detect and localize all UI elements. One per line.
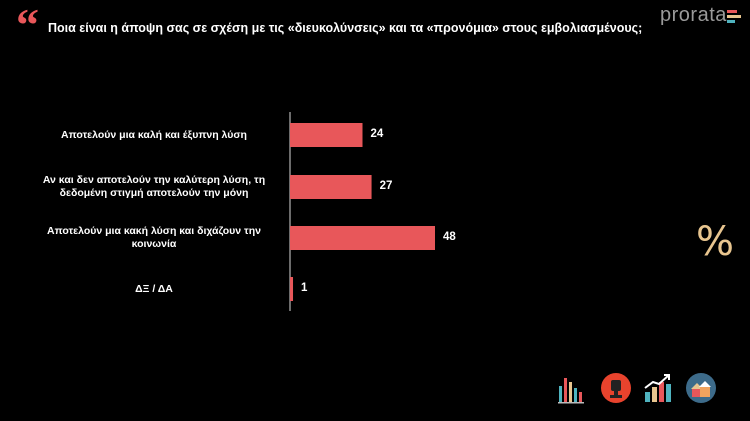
category-label-2: Αποτελούν μια κακή λύση και διχάζουν την… [24,225,284,251]
category-label-line: Αν και δεν αποτελούν την καλύτερη λύση, … [42,174,266,186]
category-label-line: ΔΞ / ΔΑ [135,282,173,295]
bar-2 [290,226,435,250]
percent-icon: % [696,219,735,265]
prorata-logo: prorata [660,4,727,26]
growth-chart-icon[interactable] [642,372,674,404]
value-label-3: 1 [301,282,308,294]
value-label-2: 48 [443,231,456,243]
bar-chart-icon[interactable] [556,372,588,404]
bar-3 [290,277,294,301]
trophy-icon[interactable] [600,372,632,404]
category-label-3: ΔΞ / ΔΑ [24,283,284,296]
category-label-0: Αποτελούν μια καλή και έξυπνη λύση [24,129,284,142]
bar-0 [290,123,363,147]
category-label-line: δεδομένη στιγμή αποτελούν την μόνη [59,187,249,199]
houses-icon[interactable] [685,372,717,404]
question-title: Ποια είναι η άποψη σας σε σχέση με τις «… [48,21,643,35]
category-label-line: Αποτελούν μια κακή λύση και διχάζουν την [47,225,261,237]
bar-1 [290,175,372,199]
value-label-0: 24 [370,128,384,140]
category-label-line: κοινωνία [131,238,177,250]
category-label-line: Αποτελούν μια καλή και έξυπνη λύση [61,128,247,141]
logo-bars-icon [727,8,741,24]
quote-icon: “ [16,0,39,50]
category-label-1: Αν και δεν αποτελούν την καλύτερη λύση, … [24,174,284,200]
value-label-1: 27 [379,180,393,192]
